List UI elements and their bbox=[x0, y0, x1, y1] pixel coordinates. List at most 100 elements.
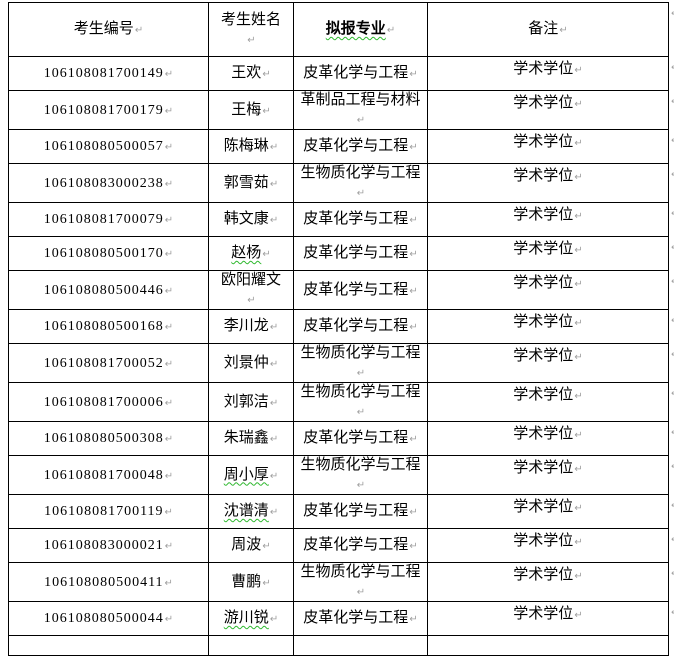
line-break-mark-icon: ↵ bbox=[269, 178, 279, 190]
line-break-mark-icon: ↵ bbox=[356, 407, 366, 418]
remark-cell: 学术学位↵ bbox=[427, 309, 669, 344]
name-cell-text: 刘郭洁 bbox=[223, 393, 269, 410]
line-break-mark-icon: ↵ bbox=[164, 178, 174, 190]
line-break-mark-icon: ↵ bbox=[574, 537, 583, 548]
exam-id-cell: 106108083000021↵ bbox=[8, 528, 209, 563]
name-cell-text: 朱瑞鑫 bbox=[223, 430, 269, 446]
line-break-mark-icon: ↵ bbox=[574, 99, 583, 110]
candidate-table: 考生编号↵ 考生姓名↵ 拟报专业↵ 备注↵ 106108081700149↵ 王欢… bbox=[8, 2, 669, 656]
line-break-mark-icon: ↵ bbox=[574, 571, 583, 582]
end-of-row-mark-icon: ↵ bbox=[671, 209, 674, 219]
exam-id-cell: 106108081700079↵ bbox=[8, 202, 209, 237]
major-cell: 皮革化学与工程↵ bbox=[293, 129, 428, 164]
line-break-mark-icon: ↵ bbox=[559, 25, 568, 36]
name-cell-text: 曹鹏 bbox=[231, 573, 262, 590]
table-row: 106108083000238↵ 郭雪茹↵ 生物质化学与工程↵ 学术学位↵ bbox=[8, 163, 669, 203]
line-break-mark-icon: ↵ bbox=[164, 434, 174, 445]
remark-cell-text: 学术学位 bbox=[513, 606, 574, 622]
line-break-mark-icon: ↵ bbox=[269, 614, 279, 625]
remark-cell: 学术学位↵ bbox=[427, 270, 669, 310]
col-header-major-label: 拟报专业 bbox=[325, 21, 386, 37]
name-cell-text: 韩文康 bbox=[223, 211, 269, 227]
major-cell-text: 皮革化学与工程 bbox=[303, 430, 409, 446]
line-break-mark-icon: ↵ bbox=[262, 105, 271, 117]
line-break-mark-icon: ↵ bbox=[356, 188, 366, 199]
line-break-mark-icon: ↵ bbox=[164, 215, 174, 226]
exam-id-cell-text: 106108080500411 bbox=[44, 574, 164, 590]
cutoff-cell bbox=[427, 635, 669, 656]
exam-id-cell: 106108080500170↵ bbox=[8, 236, 209, 271]
major-cell: 皮革化学与工程↵ bbox=[293, 421, 428, 456]
line-break-mark-icon: ↵ bbox=[574, 391, 583, 402]
end-of-row-mark-icon: ↵ bbox=[671, 277, 674, 287]
table-row: 106108081700119↵ 沈谱清↵ 皮革化学与工程↵ 学术学位↵ bbox=[8, 494, 669, 529]
exam-id-cell-text: 106108081700119 bbox=[44, 504, 164, 519]
exam-id-cell-text: 106108081700052 bbox=[43, 355, 164, 371]
major-cell: 皮革化学与工程↵ bbox=[293, 494, 428, 529]
remark-cell: 学术学位↵ bbox=[427, 343, 669, 383]
line-break-mark-icon: ↵ bbox=[164, 322, 174, 333]
line-break-mark-icon: ↵ bbox=[574, 65, 583, 76]
name-cell: 周波↵ bbox=[208, 528, 294, 563]
exam-id-cell-text: 106108081700048 bbox=[43, 467, 164, 483]
line-break-mark-icon: ↵ bbox=[409, 322, 418, 333]
line-break-mark-icon: ↵ bbox=[574, 211, 583, 222]
name-cell-text: 周小厚 bbox=[223, 466, 269, 483]
name-cell: 刘景仲↵ bbox=[208, 343, 294, 383]
line-break-mark-icon: ↵ bbox=[164, 470, 174, 482]
name-cell: 朱瑞鑫↵ bbox=[208, 421, 294, 456]
line-break-mark-icon: ↵ bbox=[574, 318, 583, 329]
remark-cell: 学术学位↵ bbox=[427, 382, 669, 422]
major-cell-text: 皮革化学与工程 bbox=[303, 318, 409, 334]
name-cell-text: 欧阳耀文 bbox=[221, 272, 282, 288]
remark-cell: 学术学位↵ bbox=[427, 236, 669, 271]
line-break-mark-icon: ↵ bbox=[247, 34, 256, 46]
end-of-row-mark-icon: ↵ bbox=[671, 569, 674, 579]
col-header-name: 考生姓名 ↵ bbox=[208, 2, 294, 57]
name-cell-text: 王欢 bbox=[231, 65, 262, 81]
major-cell: 皮革化学与工程↵ bbox=[293, 236, 428, 271]
major-cell: 皮革化学与工程↵ bbox=[293, 56, 428, 91]
name-cell: 王梅↵ bbox=[208, 90, 294, 130]
name-cell-text: 赵杨 bbox=[231, 245, 262, 261]
line-break-mark-icon: ↵ bbox=[164, 285, 174, 297]
major-cell: 生物质化学与工程 ↵ bbox=[293, 562, 428, 602]
name-cell: 赵杨↵ bbox=[208, 236, 294, 271]
exam-id-cell: 106108081700006↵ bbox=[8, 382, 209, 422]
line-break-mark-icon: ↵ bbox=[386, 25, 396, 36]
major-cell: 生物质化学与工程 ↵ bbox=[293, 343, 428, 383]
name-cell: 王欢↵ bbox=[208, 56, 294, 91]
major-cell-text: 革制品工程与材料 bbox=[300, 92, 421, 108]
cutoff-row bbox=[8, 635, 669, 656]
major-cell: 皮革化学与工程↵ bbox=[293, 309, 428, 344]
remark-cell: 学术学位↵ bbox=[427, 494, 669, 529]
table-row: 106108080500044↵ 游川锐↵ 皮革化学与工程↵ 学术学位↵ bbox=[8, 601, 669, 636]
end-of-row-mark-icon: ↵ bbox=[671, 316, 674, 326]
table-row: 106108081700179↵ 王梅↵ 革制品工程与材料↵ 学术学位↵ bbox=[8, 90, 669, 130]
major-cell-text: 皮革化学与工程 bbox=[303, 65, 409, 81]
line-break-mark-icon: ↵ bbox=[269, 322, 279, 333]
exam-id-cell-text: 106108080500446 bbox=[43, 282, 164, 298]
line-break-mark-icon: ↵ bbox=[269, 507, 279, 518]
end-of-row-mark-icon: ↵ bbox=[671, 63, 674, 73]
exam-id-cell-text: 106108083000021 bbox=[43, 538, 164, 553]
table-row: 106108080500308↵ 朱瑞鑫↵ 皮革化学与工程↵ 学术学位↵ bbox=[8, 421, 669, 456]
remark-cell-text: 学术学位 bbox=[513, 134, 574, 150]
line-break-mark-icon: ↵ bbox=[574, 245, 583, 256]
exam-id-cell: 106108081700048↵ bbox=[8, 455, 209, 495]
name-cell-text: 陈梅琳 bbox=[223, 138, 269, 154]
line-break-mark-icon: ↵ bbox=[247, 295, 256, 306]
table-row: 106108081700006↵ 刘郭洁↵ 生物质化学与工程↵ 学术学位↵ bbox=[8, 382, 669, 422]
table-row: 106108080500446↵ 欧阳耀文↵ 皮革化学与工程↵ 学术学位↵ bbox=[8, 270, 669, 310]
end-of-row-mark-icon: ↵ bbox=[671, 501, 674, 511]
table-row: 106108081700052↵ 刘景仲↵ 生物质化学与工程↵ 学术学位↵ bbox=[8, 343, 669, 383]
exam-id-cell: 106108080500057↵ bbox=[8, 129, 209, 164]
exam-id-cell-text: 106108080500057 bbox=[43, 139, 164, 154]
remark-cell-text: 学术学位 bbox=[513, 168, 574, 184]
line-break-mark-icon: ↵ bbox=[409, 434, 418, 445]
line-break-mark-icon: ↵ bbox=[409, 142, 418, 153]
line-break-mark-icon: ↵ bbox=[262, 69, 271, 80]
col-header-major: 拟报专业↵ bbox=[293, 2, 428, 57]
line-break-mark-icon: ↵ bbox=[574, 172, 583, 183]
exam-id-cell: 106108080500411↵ bbox=[8, 562, 209, 602]
